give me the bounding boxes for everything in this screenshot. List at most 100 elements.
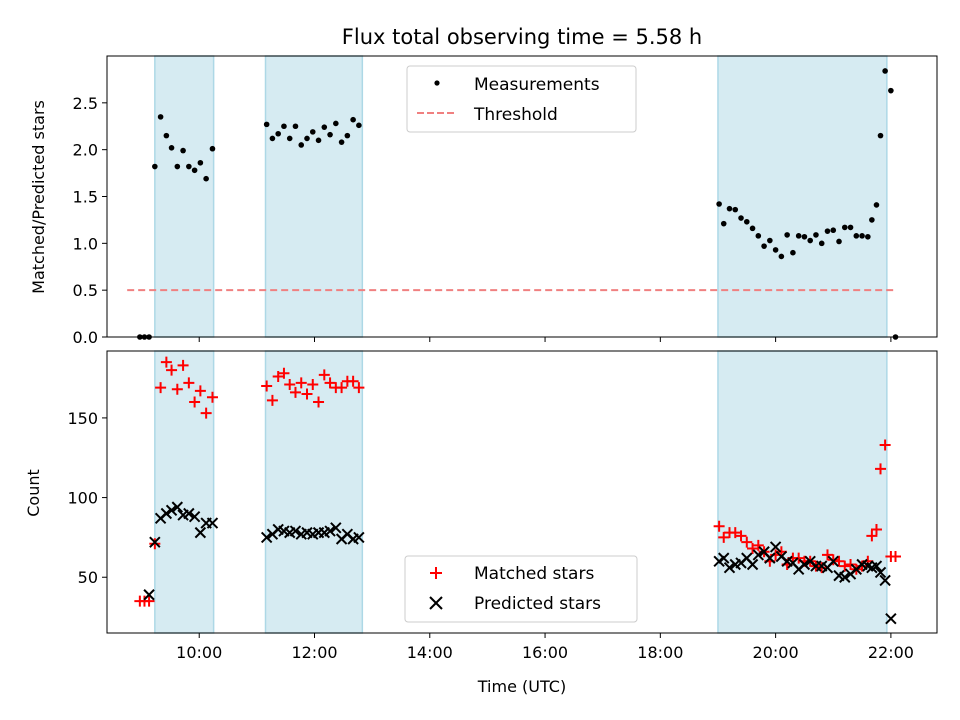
count-x-axis: 10:00 12:00 14:00 16:00 18:00 20:00 22:00 <box>176 633 914 662</box>
legend-predicted-marker <box>429 596 443 610</box>
matched-star-point <box>261 380 273 392</box>
measurement-point <box>203 175 209 182</box>
measurement-point <box>865 233 871 240</box>
predicted-star-point <box>165 504 178 517</box>
measurement-point <box>726 205 733 212</box>
matched-star-point <box>845 558 857 570</box>
predicted-star-point <box>149 536 161 548</box>
figure-title: Flux total observing time = 5.58 h <box>342 25 702 49</box>
matched-star-point <box>301 388 313 400</box>
predicted-star-point <box>143 589 155 601</box>
measurement-point <box>801 233 808 240</box>
measurement-point <box>853 233 860 239</box>
matched-star-point <box>318 369 330 381</box>
matched-star-point <box>870 523 882 535</box>
matched-star-point <box>879 439 891 451</box>
matched-star-point <box>875 463 887 475</box>
measurement-point <box>830 227 837 234</box>
measurement-point <box>755 233 762 239</box>
measurement-point <box>824 228 831 234</box>
predicted-star-point <box>723 561 736 574</box>
matched-star-point <box>177 359 189 371</box>
predicted-star-point <box>839 571 851 583</box>
x-tick-label: 12:00 <box>291 643 337 662</box>
measurement-point <box>732 206 739 213</box>
ratio-y-label: Matched/Predicted stars <box>29 100 48 294</box>
measurement-point <box>882 68 888 74</box>
ratio-panel: 0.0 0.5 1.0 1.5 2.0 2.5 Matched/Predicted sta… <box>29 55 938 347</box>
matched-star-point <box>160 356 172 368</box>
observing-interval-band <box>154 55 215 338</box>
predicted-star-point <box>160 507 173 520</box>
matched-star-point <box>200 407 212 419</box>
legend-matched-label: Matched stars <box>474 564 594 584</box>
matched-star-point <box>821 549 833 561</box>
matched-star-point <box>827 554 839 566</box>
y-tick-label: 0.5 <box>73 281 98 300</box>
x-tick-label: 22:00 <box>868 643 914 662</box>
measurement-point <box>298 142 305 148</box>
x-tick-label: 18:00 <box>637 643 683 662</box>
matched-star-point <box>324 377 336 389</box>
matched-star-point <box>149 538 161 550</box>
matched-star-point <box>890 551 901 563</box>
measurement-point <box>877 132 884 139</box>
measurement-point <box>209 145 216 152</box>
y-tick-label: 50 <box>78 568 98 587</box>
matched-star-point <box>194 385 206 397</box>
measurement-point <box>174 163 181 170</box>
predicted-star-point <box>183 507 195 520</box>
measurement-point <box>813 232 819 238</box>
matched-star-point <box>353 382 365 394</box>
matched-star-point <box>206 391 218 403</box>
predicted-star-point <box>874 566 887 579</box>
predicted-star-point <box>289 525 302 537</box>
predicted-star-point <box>769 541 782 553</box>
legend-threshold-label: Threshold <box>473 105 558 125</box>
matched-star-point <box>313 396 325 408</box>
measurement-point <box>163 132 170 139</box>
count-legend-box <box>404 555 638 623</box>
legend-measurements-marker <box>434 80 440 86</box>
legend-matched-marker <box>430 567 442 579</box>
count-panel: 50 100 150 10:00 12:00 14:00 16:00 18:00 20:00 2… <box>24 350 938 696</box>
matched-star-point <box>347 375 359 387</box>
matched-star-point <box>713 520 725 532</box>
predicted-star-point <box>188 510 201 523</box>
legend-predicted-label: Predicted stars <box>474 594 601 614</box>
y-tick-label: 150 <box>67 409 98 428</box>
matched-star-point <box>155 382 167 394</box>
predicted-star-point <box>260 531 273 544</box>
measurement-point <box>157 114 164 120</box>
predicted-star-point <box>764 552 776 564</box>
predicted-star-point <box>171 501 184 513</box>
measurement-point <box>873 202 880 208</box>
measurement-point <box>321 124 328 130</box>
y-tick-label: 2.5 <box>73 94 98 113</box>
matched-star-point <box>183 377 195 389</box>
observing-interval-band <box>717 350 888 634</box>
measurement-point <box>281 123 287 130</box>
measurement-point <box>327 131 333 138</box>
matched-star-point <box>171 383 183 395</box>
x-axis-label: Time (UTC) <box>477 677 566 696</box>
matched-star-point <box>289 386 301 398</box>
measurement-point <box>818 240 825 247</box>
measurement-point <box>743 218 750 225</box>
count-panel-frame <box>106 350 938 634</box>
predicted-star-point <box>324 525 336 537</box>
predicted-star-point <box>206 517 219 529</box>
predicted-star-point <box>746 558 759 571</box>
measurement-point <box>350 116 356 123</box>
matched-star-point <box>307 378 319 390</box>
matched-star-point <box>741 536 753 548</box>
count-y-axis: 50 100 150 <box>67 409 107 587</box>
measurement-point <box>191 167 198 174</box>
measurement-point <box>197 159 204 166</box>
legend-measurements-label: Measurements <box>474 75 600 95</box>
matched-star-point <box>166 364 178 376</box>
measurement-point <box>767 237 773 244</box>
count-y-label: Count <box>24 469 43 517</box>
measurement-point <box>263 121 270 128</box>
